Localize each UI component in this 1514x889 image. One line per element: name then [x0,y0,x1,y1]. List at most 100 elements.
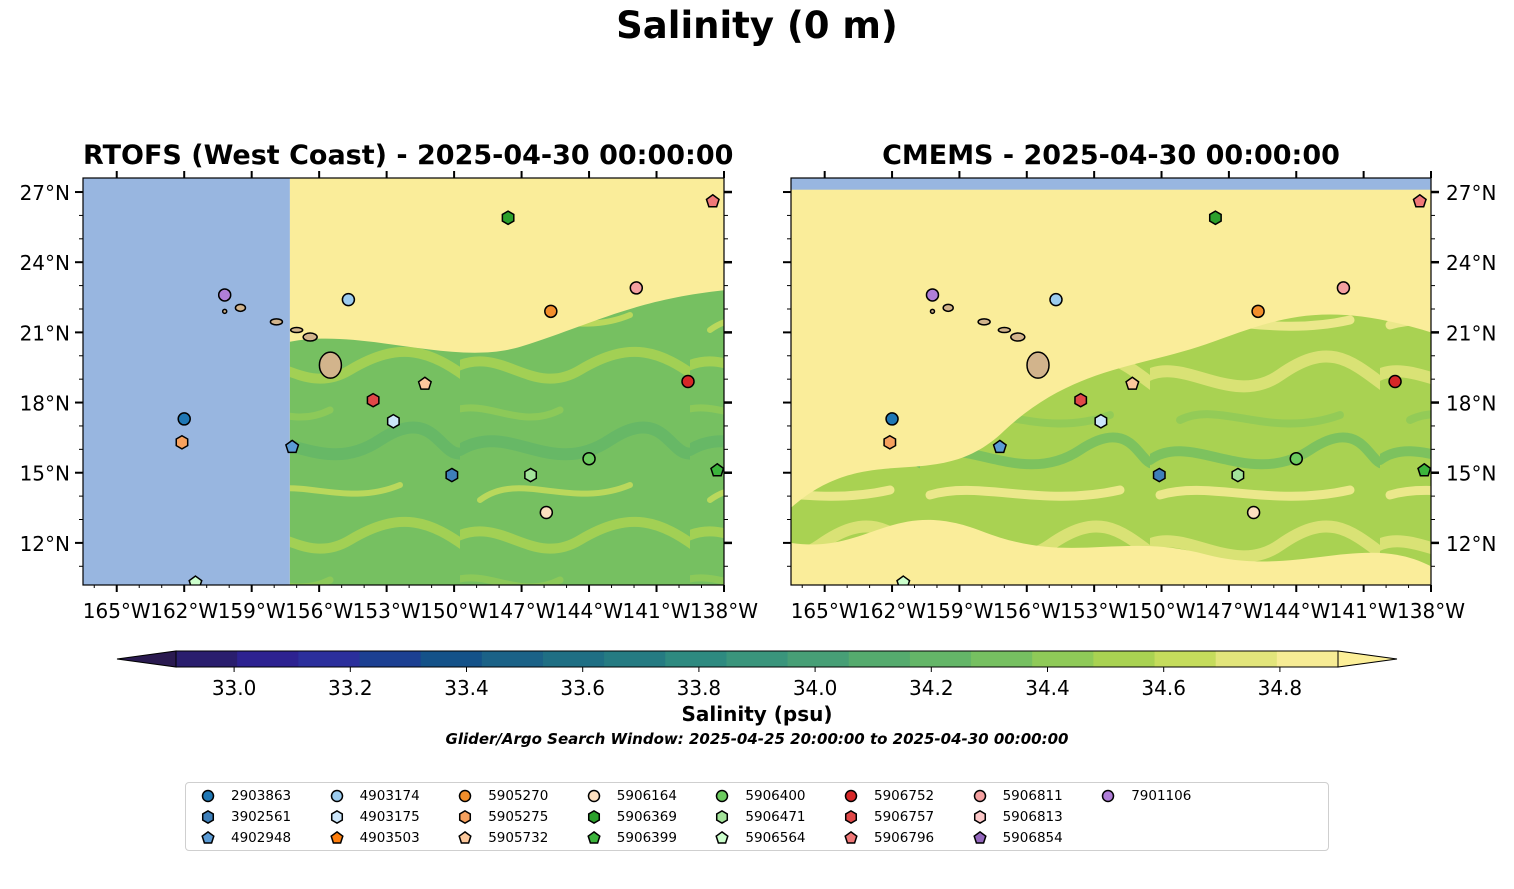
lat-tick-label: 12°N [1446,532,1496,556]
colorbar-bin [1093,651,1156,667]
legend-label: 7901106 [1131,788,1192,804]
colorbar-tick-label: 34.8 [1258,676,1303,700]
legend-marker-hexagon-icon [330,810,343,824]
legend-marker [458,830,472,844]
island [942,303,954,313]
legend-label: 5906811 [1002,788,1063,804]
legend-label: 5906400 [745,788,806,804]
colorbar-bin [971,651,1033,667]
colorbar-bin [726,651,789,667]
lon-tick-label: 150°W [420,599,488,623]
float-marker-5905732 [1125,376,1140,390]
float-marker-3902561 [445,467,459,483]
legend-marker-pentagon-icon [587,830,601,844]
legend-marker-circle-icon [716,789,729,803]
legend-label: 4903175 [359,809,420,825]
low-salinity-region [791,314,1431,567]
island [221,308,228,315]
legend-label: 5906813 [1002,809,1063,825]
legend-marker-pentagon-icon [201,830,215,844]
float-marker-5906811 [629,281,644,295]
float-marker-5906369 [1208,210,1222,226]
cmems-map: 165°W 162°W 159°W 156°W 153°W 150°W 147°W 144°W… [783,171,1496,623]
float-marker-5906164 [539,505,554,520]
float-marker-5906757 [1074,392,1088,408]
lat-tick-label: 27°N [20,181,70,205]
colorbar-tick-label: 34.4 [1025,676,1070,700]
float-marker-5906400 [582,451,596,466]
map-frame [790,177,1432,586]
low-salinity-region [289,290,724,585]
cmems-panel-title: CMEMS - 2025-04-30 00:00:00 [882,140,1340,171]
float-marker-4902948 [992,439,1008,454]
no-data-region [83,178,290,585]
float-marker-5906757 [366,392,380,408]
legend-label: 5906796 [874,830,935,846]
legend-marker-pentagon-icon [458,830,472,844]
salinity-field [791,178,1431,585]
colorbar-bin [420,651,483,667]
lon-tick-label: 162°W [150,599,218,623]
legend-marker-pentagon-icon [844,830,858,844]
map-frame [82,177,725,586]
legend-marker-hexagon-icon [716,810,729,824]
lat-tick-label: 21°N [1446,321,1496,345]
legend-marker [587,830,601,844]
legend-label: 5905270 [488,788,549,804]
float-marker-5906399 [710,462,724,477]
lat-tick-label: 12°N [20,532,70,556]
legend-marker-circle-icon [1101,789,1115,803]
lon-tick-label: 141°W [623,599,691,623]
legend-marker-hexagon-icon [844,810,858,824]
legend-marker [201,830,215,844]
rtofs-map: 165°W 162°W 159°W 156°W 153°W 150°W 147°W 144°W… [20,171,758,623]
legend-marker-pentagon-icon [972,830,987,844]
lat-tick-label: 27°N [1446,181,1496,205]
lon-tick-label: 144°W [555,599,623,623]
float-marker-7901106 [925,288,940,302]
legend-marker-hexagon-icon [201,810,215,824]
legend-marker [715,830,730,844]
legend-marker [1101,789,1115,803]
legend-marker [201,789,215,803]
colorbar-label: Salinity (psu) [681,702,833,726]
float-marker-5906471 [524,467,538,483]
legend-marker [329,830,344,844]
island [234,303,247,313]
lat-tick-label: 24°N [20,251,70,275]
legend-label: 5906757 [874,809,935,825]
legend-marker [587,789,601,803]
float-marker-5906399 [1417,462,1431,477]
colorbar-bin [481,651,544,667]
colorbar-bin [1215,651,1278,667]
colorbar-bin [1276,651,1339,667]
legend-label: 5906399 [616,830,677,846]
float-marker-4903175 [386,413,400,429]
colorbar-tick-label: 33.4 [444,676,489,700]
legend-label: 3902561 [231,809,292,825]
lon-tick-label: 153°W [1060,599,1128,623]
island [929,308,936,315]
lon-tick-label: 138°W [1397,599,1465,623]
island [997,326,1012,334]
legend-label: 5906854 [1002,830,1063,846]
float-marker-5906796 [1412,193,1427,208]
colorbar-bin [298,651,360,667]
no-data-band [791,178,1431,190]
search-window-note: Glider/Argo Search Window: 2025-04-25 20… [445,730,1069,748]
float-marker-5906164 [1246,505,1261,520]
colorbar-bin [542,651,605,667]
legend-marker [587,810,600,824]
legend-marker-circle-icon [973,789,986,803]
legend-label: 5906752 [874,788,935,804]
colorbar-under-arrow [116,650,177,668]
legend-marker [458,789,472,803]
float-marker-7901106 [217,288,232,302]
colorbar-bin [909,651,972,667]
float-marker-2903863 [177,412,191,426]
colorbar-tick-label: 34.6 [1141,676,1186,700]
float-marker-4903174 [341,292,356,307]
legend-marker [716,810,729,824]
lon-tick-label: 165°W [83,599,151,623]
colorbar-bin [237,651,299,667]
